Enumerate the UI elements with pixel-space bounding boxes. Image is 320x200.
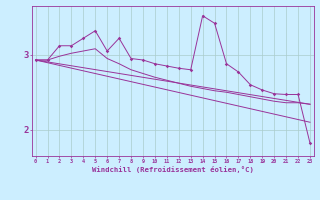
X-axis label: Windchill (Refroidissement éolien,°C): Windchill (Refroidissement éolien,°C) [92, 166, 254, 173]
